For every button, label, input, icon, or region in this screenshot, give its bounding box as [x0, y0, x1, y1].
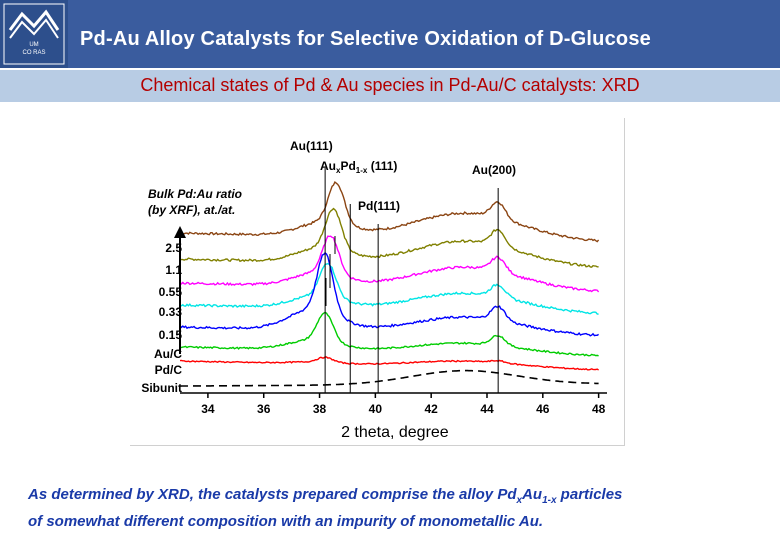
series-label: Au/C — [154, 347, 182, 361]
series-label: 0.33 — [159, 305, 183, 319]
peak-label-au200: Au(200) — [472, 163, 516, 177]
slide-subtitle: Chemical states of Pd & Au species in Pd… — [140, 75, 640, 95]
logo-text-line2: CO RAS — [22, 50, 46, 56]
slide-caption: As determined by XRD, the catalysts prep… — [28, 484, 768, 532]
series-label: 0.15 — [159, 328, 183, 342]
series-label: 2.5 — [165, 241, 182, 255]
logo-text-line1: UM — [29, 42, 39, 48]
x-tick-label: 40 — [369, 402, 383, 416]
axis-note-line: Bulk Pd:Au ratio — [148, 187, 242, 201]
x-tick-label: 46 — [536, 402, 550, 416]
arrow-up-icon — [174, 226, 186, 238]
caption-line-1: As determined by XRD, the catalysts prep… — [28, 484, 768, 511]
xrd-curves — [179, 181, 600, 387]
x-tick-label: 42 — [424, 402, 438, 416]
x-axis: 34 36 38 40 42 44 46 48 2 theta, degree — [180, 392, 607, 441]
series-label: Pd/C — [155, 363, 183, 377]
institute-logo: UM CO RAS — [0, 0, 68, 68]
series-label: Sibunit — [141, 381, 182, 395]
axis-note-line: (by XRF), at./at. — [148, 203, 235, 217]
xrd-curve-0-33 — [179, 262, 599, 315]
x-tick-label: 36 — [257, 402, 271, 416]
xrd-chart: 34 36 38 40 42 44 46 48 2 theta, degree 2.5 1.1 0.… — [141, 139, 607, 441]
x-tick-label: 48 — [592, 402, 606, 416]
caption-line-1-part-a: As determined by XRD, the catalysts prep… — [28, 486, 517, 503]
x-tick-label: 38 — [313, 402, 327, 416]
series-label: 1.1 — [165, 263, 182, 277]
xrd-curve-1-1 — [179, 207, 599, 268]
logo-mountain-icon — [3, 3, 65, 65]
peak-label-au111: Au(111) — [290, 139, 333, 153]
caption-sub-x: x — [516, 495, 523, 506]
caption-line-1-part-b: Au — [522, 486, 543, 503]
xrd-curve-au-c — [179, 311, 599, 357]
xrd-curve-pd-c — [179, 356, 600, 371]
x-tick-label: 44 — [480, 402, 494, 416]
caption-line-2: of somewhat different composition with a… — [28, 513, 544, 530]
xrd-curve-0-55 — [179, 235, 600, 293]
peak-reference-lines — [324, 168, 499, 393]
xrd-curve-2-5 — [179, 181, 600, 243]
slide-title: Pd-Au Alloy Catalysts for Selective Oxid… — [80, 28, 651, 50]
xrd-curve-sibunit — [180, 369, 599, 387]
peak-label-pd111: Pd(111) — [358, 199, 400, 213]
caption-line-1-part-c: particles — [556, 486, 623, 503]
slide-header: UM CO RAS Pd-Au Alloy Catalysts for Sele… — [0, 0, 780, 68]
x-tick-label: 34 — [201, 402, 215, 416]
x-axis-title: 2 theta, degree — [341, 424, 449, 441]
peak-label-auxpd1x: AuxPd1-x (111) — [320, 159, 397, 175]
peak-annotations: Au(111) AuxPd1-x (111) Pd(111) Au(200) — [290, 139, 516, 213]
caption-sub-1-x: 1-x — [542, 495, 557, 506]
series-label: 0.55 — [159, 285, 183, 299]
xrd-curve-0-15 — [179, 251, 599, 337]
series-labels: 2.5 1.1 0.55 0.33 0.15 Au/C Pd/C Sibunit Bulk Pd… — [141, 187, 242, 395]
subtitle-bar: Chemical states of Pd & Au species in Pd… — [0, 70, 780, 102]
